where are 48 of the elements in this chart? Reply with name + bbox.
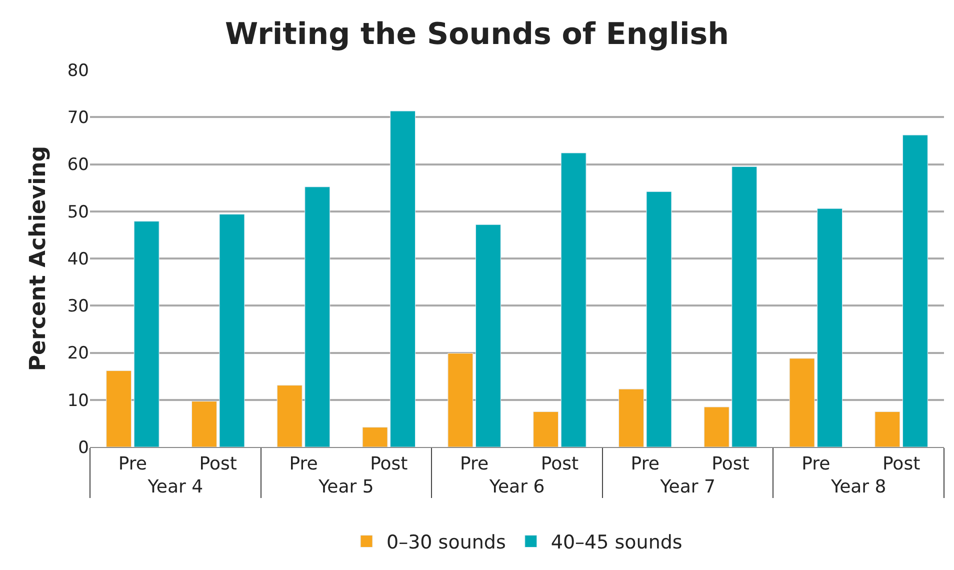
y-tick-label: 80 [67,60,89,81]
bar [618,388,644,447]
x-tick-label: Post [882,454,920,475]
bar [390,110,416,447]
bar [533,411,559,447]
x-tick-label: Pre [630,454,660,475]
x-tick-label: Pre [289,454,318,475]
text: Year 8 [830,476,886,498]
x-tick-label: Post [540,454,579,475]
bar [362,426,388,447]
y-axis-title: Percent Achieving [26,146,52,372]
bar [134,221,160,447]
y-tick-label: 40 [67,249,89,270]
bar [646,191,672,447]
text: Year 4 [146,476,204,498]
y-tick-label: 50 [67,202,89,222]
bar [874,411,900,447]
legend-label: 0–30 sounds [386,532,506,554]
bar [304,186,330,447]
bar [704,406,730,447]
x-tick-label: Pre [802,454,830,475]
bar [902,134,928,447]
bar [276,385,302,447]
y-tick-label: 60 [67,155,89,176]
chart-title: Writing the Sounds of English [225,16,729,52]
bar [219,214,245,447]
y-tick-label: 20 [67,344,89,364]
bar [475,224,501,447]
y-tick-label: 70 [67,108,89,128]
x-tick-label: Post [712,454,750,475]
bar [448,352,474,447]
bar [817,208,843,447]
text: Year 7 [659,476,716,498]
x-tick-label: Post [370,454,408,475]
bar [560,152,586,447]
x-tick-label: Pre [118,454,148,475]
y-tick-label: 30 [67,296,89,317]
bar [789,358,815,447]
y-tick-label: 10 [67,390,89,411]
text: Year 5 [318,476,374,498]
x-tick-label: Post [199,454,237,475]
bar [106,370,132,447]
legend-label: 40–45 sounds [550,532,682,554]
text: Year 6 [488,476,545,498]
bar [732,166,758,447]
y-tick-label: 0 [78,438,89,458]
bar [191,401,217,447]
x-tick-label: Pre [460,454,489,475]
